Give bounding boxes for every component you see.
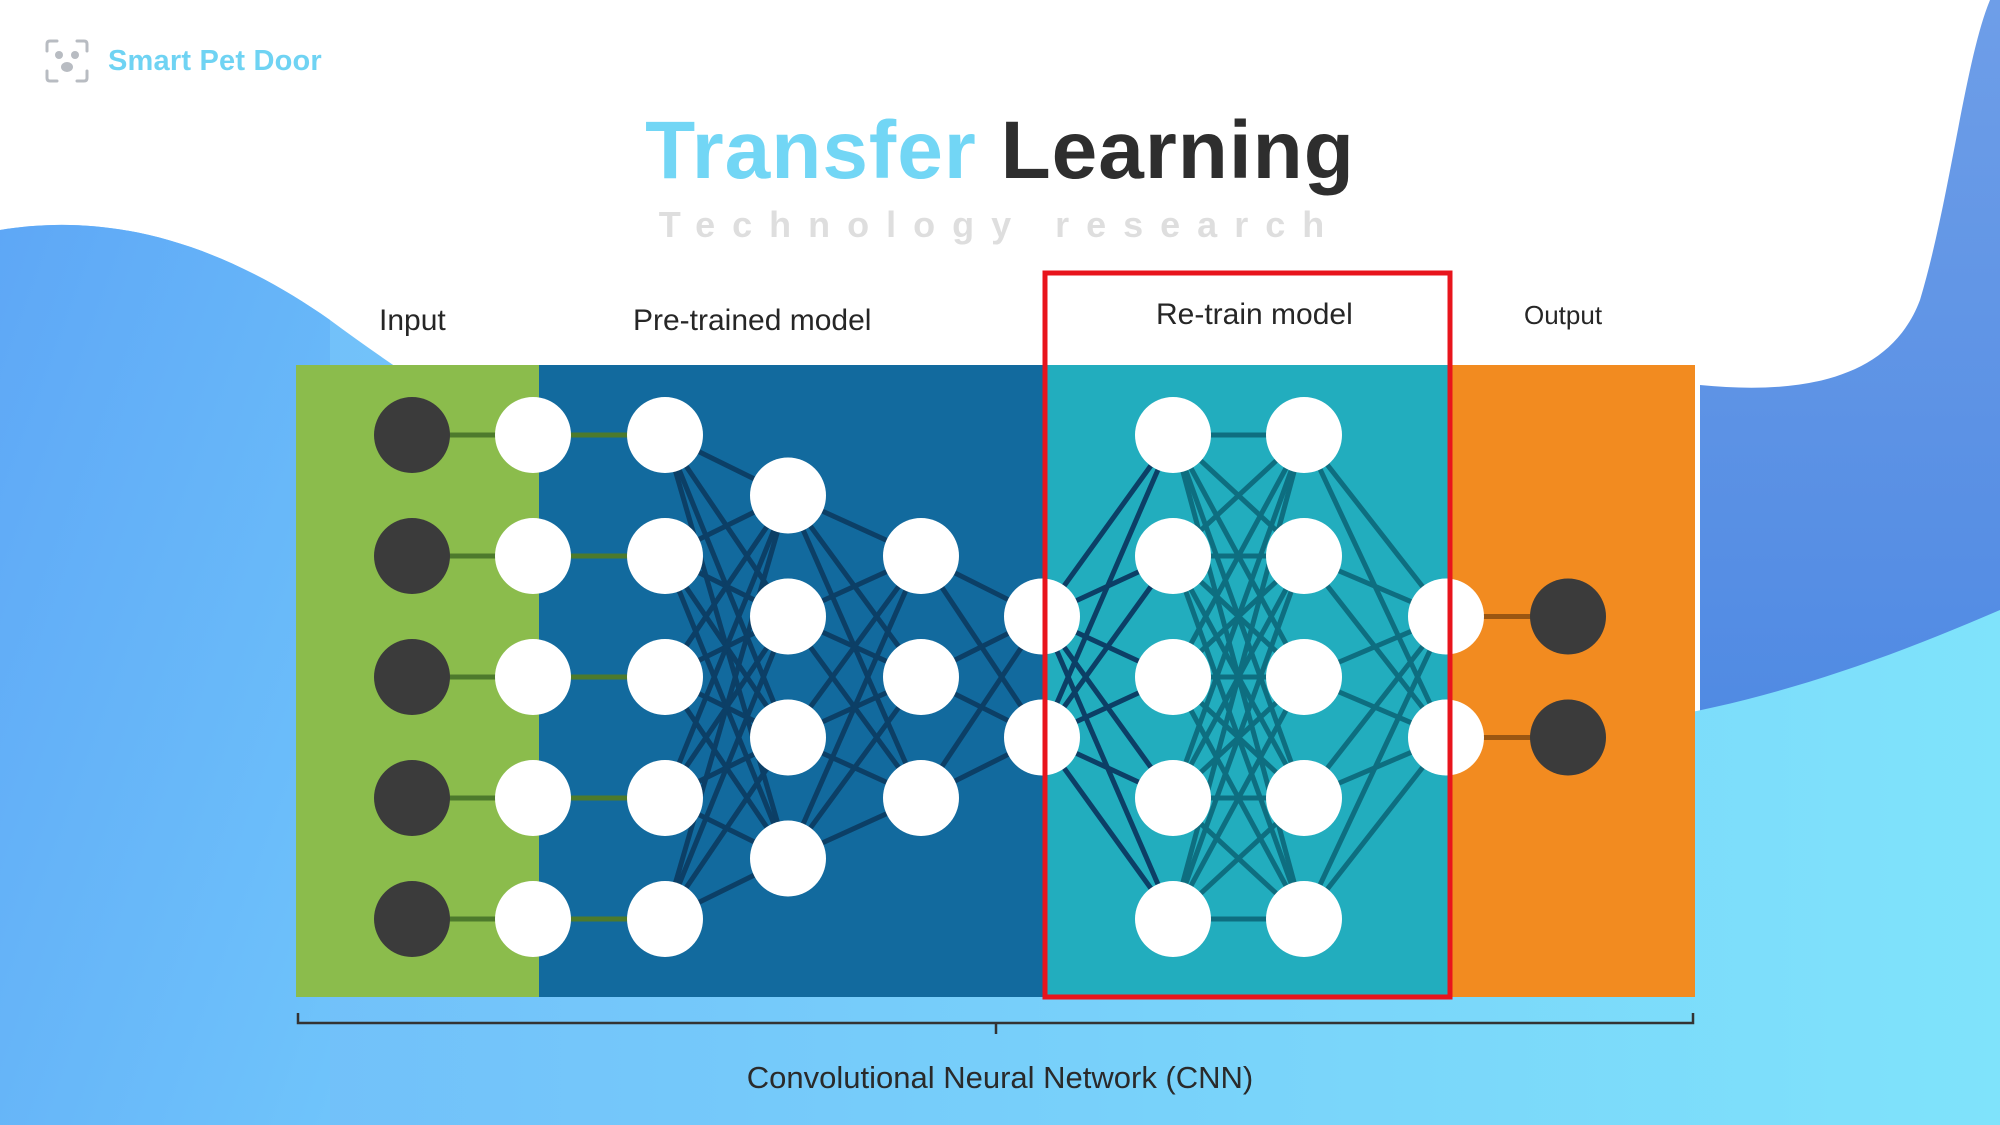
connection-line bbox=[1302, 735, 1448, 921]
output-node bbox=[1530, 699, 1606, 776]
connection-line bbox=[1301, 615, 1449, 921]
page-subtitle: Technology research bbox=[658, 204, 1342, 245]
cnn-span-bracket bbox=[296, 1013, 1695, 1034]
connection-line bbox=[1170, 675, 1307, 921]
retrain-node bbox=[1135, 881, 1211, 957]
retrain-node bbox=[1266, 881, 1342, 957]
pretrained-node bbox=[883, 760, 959, 836]
pretrained-node bbox=[750, 457, 826, 534]
retrain-node bbox=[1266, 760, 1342, 836]
retrain-node bbox=[1266, 639, 1342, 715]
connection-line bbox=[1039, 434, 1176, 739]
network-nodes bbox=[374, 397, 1606, 957]
pretrained-node bbox=[627, 397, 703, 473]
input-node bbox=[495, 397, 571, 473]
pretrained-node bbox=[750, 578, 826, 655]
connection-line bbox=[662, 494, 791, 920]
connection-line bbox=[1170, 434, 1307, 799]
connection-line bbox=[1170, 555, 1307, 920]
retrain-node bbox=[1135, 760, 1211, 836]
pretrained-node bbox=[1004, 699, 1080, 776]
connection-line bbox=[1302, 614, 1448, 800]
retrain-node bbox=[1408, 699, 1484, 776]
input-node bbox=[495, 760, 571, 836]
section-label-pretrained: Pre-trained model bbox=[633, 304, 872, 337]
brand[interactable]: Smart Pet Door bbox=[44, 38, 322, 84]
connection-line bbox=[785, 554, 924, 860]
section-label-retrain: Re-train model bbox=[1156, 298, 1353, 331]
network-caption: Convolutional Neural Network (CNN) bbox=[746, 1060, 1254, 1095]
input-node bbox=[374, 881, 450, 957]
pretrained-node bbox=[627, 639, 703, 715]
output-panel bbox=[1450, 365, 1695, 997]
retrain-panel bbox=[1045, 365, 1450, 997]
pretrained-node bbox=[1004, 578, 1080, 655]
pretrained-node bbox=[627, 760, 703, 836]
title-highlight: Transfer bbox=[645, 105, 977, 196]
retrain-node bbox=[1266, 518, 1342, 594]
pretrained-node bbox=[750, 699, 826, 776]
connection-line bbox=[1170, 433, 1307, 679]
pretrained-node bbox=[883, 518, 959, 594]
input-node bbox=[374, 397, 450, 473]
connection-line bbox=[1302, 433, 1448, 619]
pretrained-node bbox=[627, 518, 703, 594]
retrain-node bbox=[1408, 578, 1484, 655]
pretrained-node bbox=[883, 639, 959, 715]
title-main: Learning bbox=[1000, 105, 1355, 196]
section-label-output: Output bbox=[1524, 300, 1603, 330]
retrain-node bbox=[1266, 397, 1342, 473]
connection-line bbox=[662, 615, 791, 920]
input-node bbox=[374, 639, 450, 715]
retrain-node bbox=[1135, 397, 1211, 473]
retrain-node bbox=[1135, 518, 1211, 594]
connection-line bbox=[1170, 434, 1307, 920]
input-node bbox=[495, 881, 571, 957]
input-node bbox=[495, 518, 571, 594]
output-node bbox=[1530, 578, 1606, 655]
pretrained-node bbox=[750, 820, 826, 897]
pretrained-node bbox=[627, 881, 703, 957]
brand-name: Smart Pet Door bbox=[108, 44, 322, 77]
retrain-highlight-box bbox=[1042, 270, 1453, 1000]
input-node bbox=[374, 760, 450, 836]
pet-face-scan-icon bbox=[45, 39, 89, 83]
input-node bbox=[495, 639, 571, 715]
connection-line bbox=[662, 494, 791, 799]
retrain-node bbox=[1135, 639, 1211, 715]
input-node bbox=[374, 518, 450, 594]
page-title: Transfer Learning bbox=[0, 104, 2000, 198]
section-label-input: Input bbox=[379, 304, 446, 337]
